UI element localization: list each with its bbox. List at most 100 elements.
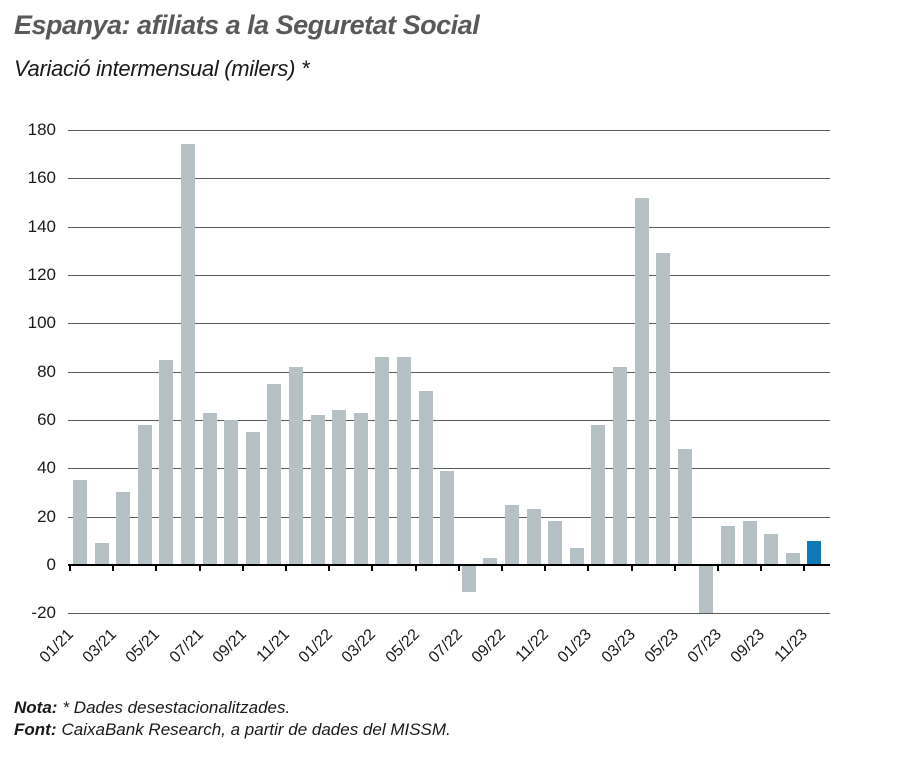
gridline xyxy=(68,226,830,228)
bar-02/23 xyxy=(613,366,627,565)
bar-08/23 xyxy=(742,521,757,565)
y-axis-label: 40 xyxy=(37,458,56,478)
chart-title: Espanya: afiliats a la Seguretat Social xyxy=(14,10,480,40)
x-axis-tick xyxy=(285,565,287,571)
y-axis-label: 20 xyxy=(37,506,56,526)
bar-02/21 xyxy=(94,543,109,565)
y-axis-label: 120 xyxy=(27,264,56,284)
bar-06/21 xyxy=(181,144,195,565)
bar-07/22 xyxy=(461,565,476,592)
gridline xyxy=(68,178,830,180)
source-text: CaixaBank Research, a partir de dades de… xyxy=(61,720,451,740)
x-axis-tick xyxy=(328,565,331,571)
x-axis-label: 07/23 xyxy=(684,626,726,667)
bar-03/21 xyxy=(116,492,131,565)
bar-11/23 xyxy=(807,540,822,565)
bar-09/21 xyxy=(245,432,260,565)
y-axis-label: 80 xyxy=(37,361,56,381)
bar-11/21 xyxy=(289,366,303,565)
gridline xyxy=(68,274,830,276)
x-axis-tick xyxy=(198,565,201,571)
x-axis-label: 05/22 xyxy=(382,626,423,667)
x-axis-label: 09/21 xyxy=(209,626,250,667)
bar-05/22 xyxy=(418,390,433,565)
bar-05/21 xyxy=(159,359,174,565)
bar-11/22 xyxy=(548,521,563,565)
x-axis-label: 03/21 xyxy=(79,626,121,667)
bar-08/21 xyxy=(224,419,239,565)
x-axis-label: 11/23 xyxy=(771,626,812,666)
x-axis-line xyxy=(68,564,830,566)
source-line: Font: CaixaBank Research, a partir de dad… xyxy=(14,719,451,741)
x-axis-label: 09/22 xyxy=(468,626,510,667)
x-axis-tick xyxy=(673,565,676,571)
x-axis-tick xyxy=(587,565,590,571)
x-axis-label: 03/22 xyxy=(339,626,380,667)
x-axis-tick xyxy=(717,565,719,571)
bar-03/22 xyxy=(375,357,390,565)
x-axis-label: 11/22 xyxy=(512,626,553,666)
bar-01/22 xyxy=(332,410,347,565)
bar-02/22 xyxy=(353,412,368,565)
bar-10/21 xyxy=(267,383,282,565)
bar-12/21 xyxy=(310,415,325,565)
bar-03/23 xyxy=(634,197,649,565)
x-axis-label: 07/22 xyxy=(425,626,466,667)
bar-01/23 xyxy=(591,424,606,565)
x-axis-label: 05/21 xyxy=(123,626,164,667)
y-axis-label: 180 xyxy=(27,119,56,139)
note-text: * Dades desestacionalitzades. xyxy=(62,698,291,717)
x-axis-tick xyxy=(630,565,633,571)
x-axis-label: 03/23 xyxy=(598,626,639,667)
x-axis-tick xyxy=(155,565,158,571)
x-axis-tick xyxy=(457,565,460,571)
x-axis-label: 01/21 xyxy=(36,626,78,667)
chart-notes: Nota: * Dades desestacionalitzades. Font:… xyxy=(14,697,451,742)
bar-05/23 xyxy=(677,448,692,565)
bar-04/23 xyxy=(656,253,671,565)
note-line: Nota: * Dades desestacionalitzades. xyxy=(14,697,451,719)
gridline xyxy=(68,468,830,470)
bar-01/21 xyxy=(73,480,87,565)
chart-subtitle: Variació intermensual (milers) * xyxy=(14,56,310,81)
bar-04/22 xyxy=(397,357,411,565)
source-label: Font: xyxy=(14,720,57,740)
gridline xyxy=(68,419,830,421)
x-axis-label: 09/23 xyxy=(727,626,769,667)
y-axis-label: 0 xyxy=(46,555,56,574)
y-axis-label: -20 xyxy=(31,603,56,623)
bar-06/22 xyxy=(440,470,455,565)
bar-07/23 xyxy=(721,526,735,565)
gridline xyxy=(68,613,830,615)
x-axis-tick xyxy=(501,565,503,571)
bar-09/22 xyxy=(505,504,519,565)
bar-07/21 xyxy=(202,412,217,565)
bar-06/23 xyxy=(699,565,714,614)
x-axis-tick xyxy=(414,565,417,571)
y-axis-label: 100 xyxy=(27,313,56,333)
x-axis-label: 05/23 xyxy=(641,626,682,667)
gridline xyxy=(68,371,830,373)
x-axis-tick xyxy=(241,565,244,571)
y-axis-label: 60 xyxy=(37,409,56,429)
x-axis-tick xyxy=(69,565,71,571)
bar-09/23 xyxy=(764,533,779,565)
gridline xyxy=(68,323,830,325)
y-axis-label: 140 xyxy=(27,216,56,236)
bar-10/23 xyxy=(785,552,800,565)
y-axis-label: 160 xyxy=(27,168,56,188)
gridline xyxy=(68,129,830,131)
x-axis-label: 01/23 xyxy=(555,626,596,667)
x-axis-tick xyxy=(371,565,374,571)
bar-08/22 xyxy=(483,557,498,565)
x-axis-tick xyxy=(544,565,547,571)
x-axis-tick xyxy=(803,565,806,571)
note-label: Nota: xyxy=(14,698,58,717)
x-axis-label: 01/22 xyxy=(295,626,337,667)
bar-12/22 xyxy=(569,548,584,565)
bar-04/21 xyxy=(137,424,152,565)
x-axis-label: 07/21 xyxy=(166,626,207,667)
bar-10/22 xyxy=(526,509,541,565)
